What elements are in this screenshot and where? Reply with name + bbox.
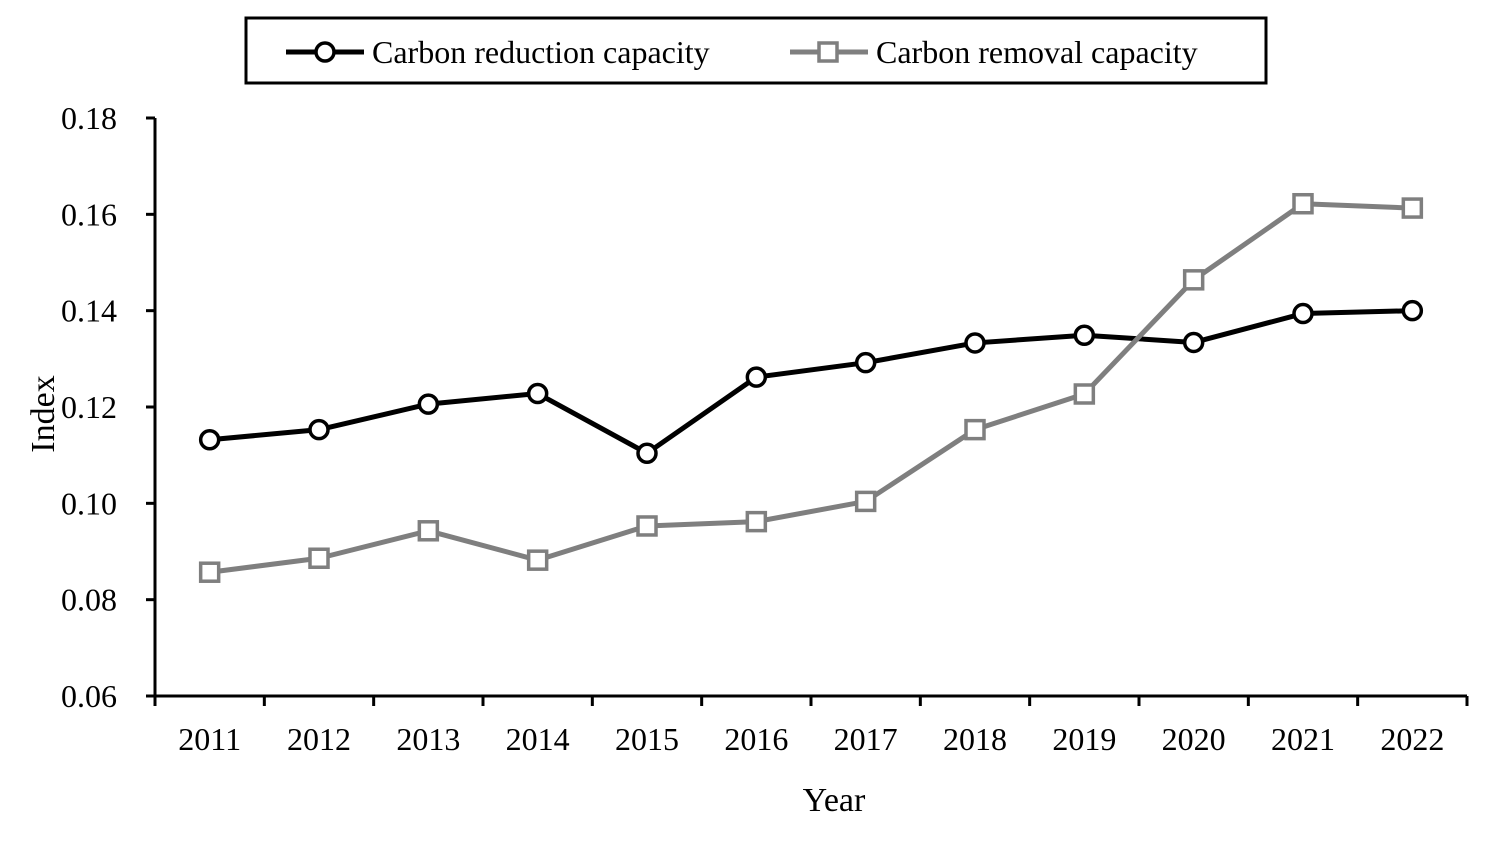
y-tick-label: 0.18 bbox=[61, 100, 117, 136]
data-point-reduction bbox=[1401, 299, 1424, 322]
data-point-removal bbox=[964, 418, 986, 441]
legend: Carbon reduction capacity Carbon removal… bbox=[244, 16, 1268, 85]
data-point-removal bbox=[198, 561, 221, 583]
data-point-reduction bbox=[198, 429, 221, 451]
data-point-removal bbox=[1073, 383, 1096, 405]
x-tick-label: 2013 bbox=[396, 721, 460, 757]
y-tick-label: 0.16 bbox=[61, 196, 117, 232]
x-tick-label: 2020 bbox=[1162, 721, 1226, 757]
series-line-removal bbox=[209, 201, 1413, 575]
axes bbox=[153, 118, 1467, 698]
data-point-removal bbox=[745, 510, 768, 533]
series-group bbox=[198, 192, 1424, 583]
legend-marker-removal bbox=[817, 41, 839, 63]
y-tick-label: 0.14 bbox=[61, 293, 117, 329]
data-point-removal bbox=[526, 549, 549, 571]
data-point-removal bbox=[1401, 197, 1424, 219]
data-point-reduction bbox=[526, 382, 549, 405]
y-tick-label: 0.12 bbox=[61, 389, 117, 425]
x-tick-label: 2016 bbox=[724, 721, 788, 757]
data-point-removal bbox=[417, 520, 440, 542]
data-point-removal bbox=[636, 515, 658, 537]
data-point-removal bbox=[1182, 269, 1205, 291]
y-tick-label: 0.08 bbox=[61, 582, 117, 618]
x-tick-label: 2021 bbox=[1271, 721, 1335, 757]
legend-frame bbox=[244, 16, 1268, 85]
data-point-removal bbox=[1292, 192, 1314, 215]
series-line-reduction bbox=[209, 308, 1413, 456]
y-axis-title: Index bbox=[25, 375, 62, 452]
legend-marker-reduction bbox=[314, 41, 336, 63]
data-point-reduction bbox=[308, 418, 330, 441]
x-tick-label: 2015 bbox=[615, 721, 679, 757]
legend-label-reduction: Carbon reduction capacity bbox=[372, 34, 710, 70]
legend-label-removal: Carbon removal capacity bbox=[876, 34, 1198, 70]
x-tick-label: 2022 bbox=[1380, 721, 1444, 757]
data-point-reduction bbox=[854, 351, 877, 374]
data-point-reduction bbox=[745, 366, 768, 388]
x-tick-label: 2017 bbox=[834, 721, 898, 757]
data-point-reduction bbox=[1292, 302, 1314, 325]
x-tick-label: 2011 bbox=[178, 721, 241, 757]
y-tick-label: 0.10 bbox=[61, 485, 117, 521]
x-tick-label: 2012 bbox=[287, 721, 351, 757]
x-axis-title: Year bbox=[803, 782, 866, 819]
data-point-removal bbox=[854, 490, 877, 513]
x-tick-label: 2014 bbox=[506, 721, 570, 757]
x-tick-label: 2019 bbox=[1052, 721, 1116, 757]
data-point-reduction bbox=[1182, 331, 1205, 354]
y-ticks: 0.06 0.08 0.10 0.12 0.14 0.16 0.18 bbox=[61, 100, 155, 714]
data-point-reduction bbox=[964, 332, 986, 354]
y-tick-label: 0.06 bbox=[61, 678, 117, 714]
data-point-reduction bbox=[417, 393, 440, 415]
data-point-removal bbox=[308, 547, 330, 569]
x-tick-label: 2018 bbox=[943, 721, 1007, 757]
data-point-reduction bbox=[636, 442, 658, 464]
data-point-reduction bbox=[1073, 324, 1096, 346]
x-ticks: 2011 2012 2013 2014 2015 2016 2017 2018 2019 2020… bbox=[153, 696, 1469, 757]
